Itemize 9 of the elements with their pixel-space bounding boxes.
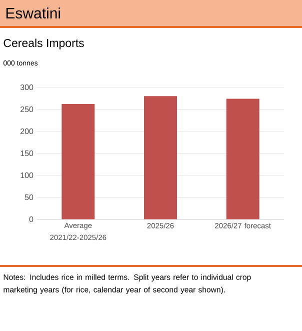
y-tick-label: 50 <box>24 194 34 200</box>
y-tick-label: 300 <box>20 84 34 90</box>
y-tick-label: 0 <box>29 216 34 222</box>
y-tick-label: 150 <box>20 150 34 156</box>
y-tick-label: 100 <box>20 172 34 178</box>
y-tick-label: 250 <box>20 106 34 112</box>
chart-subtitle: Cereals Imports <box>4 38 84 50</box>
y-tick-label: 200 <box>20 128 34 134</box>
chart-title: Eswatini <box>6 7 60 18</box>
